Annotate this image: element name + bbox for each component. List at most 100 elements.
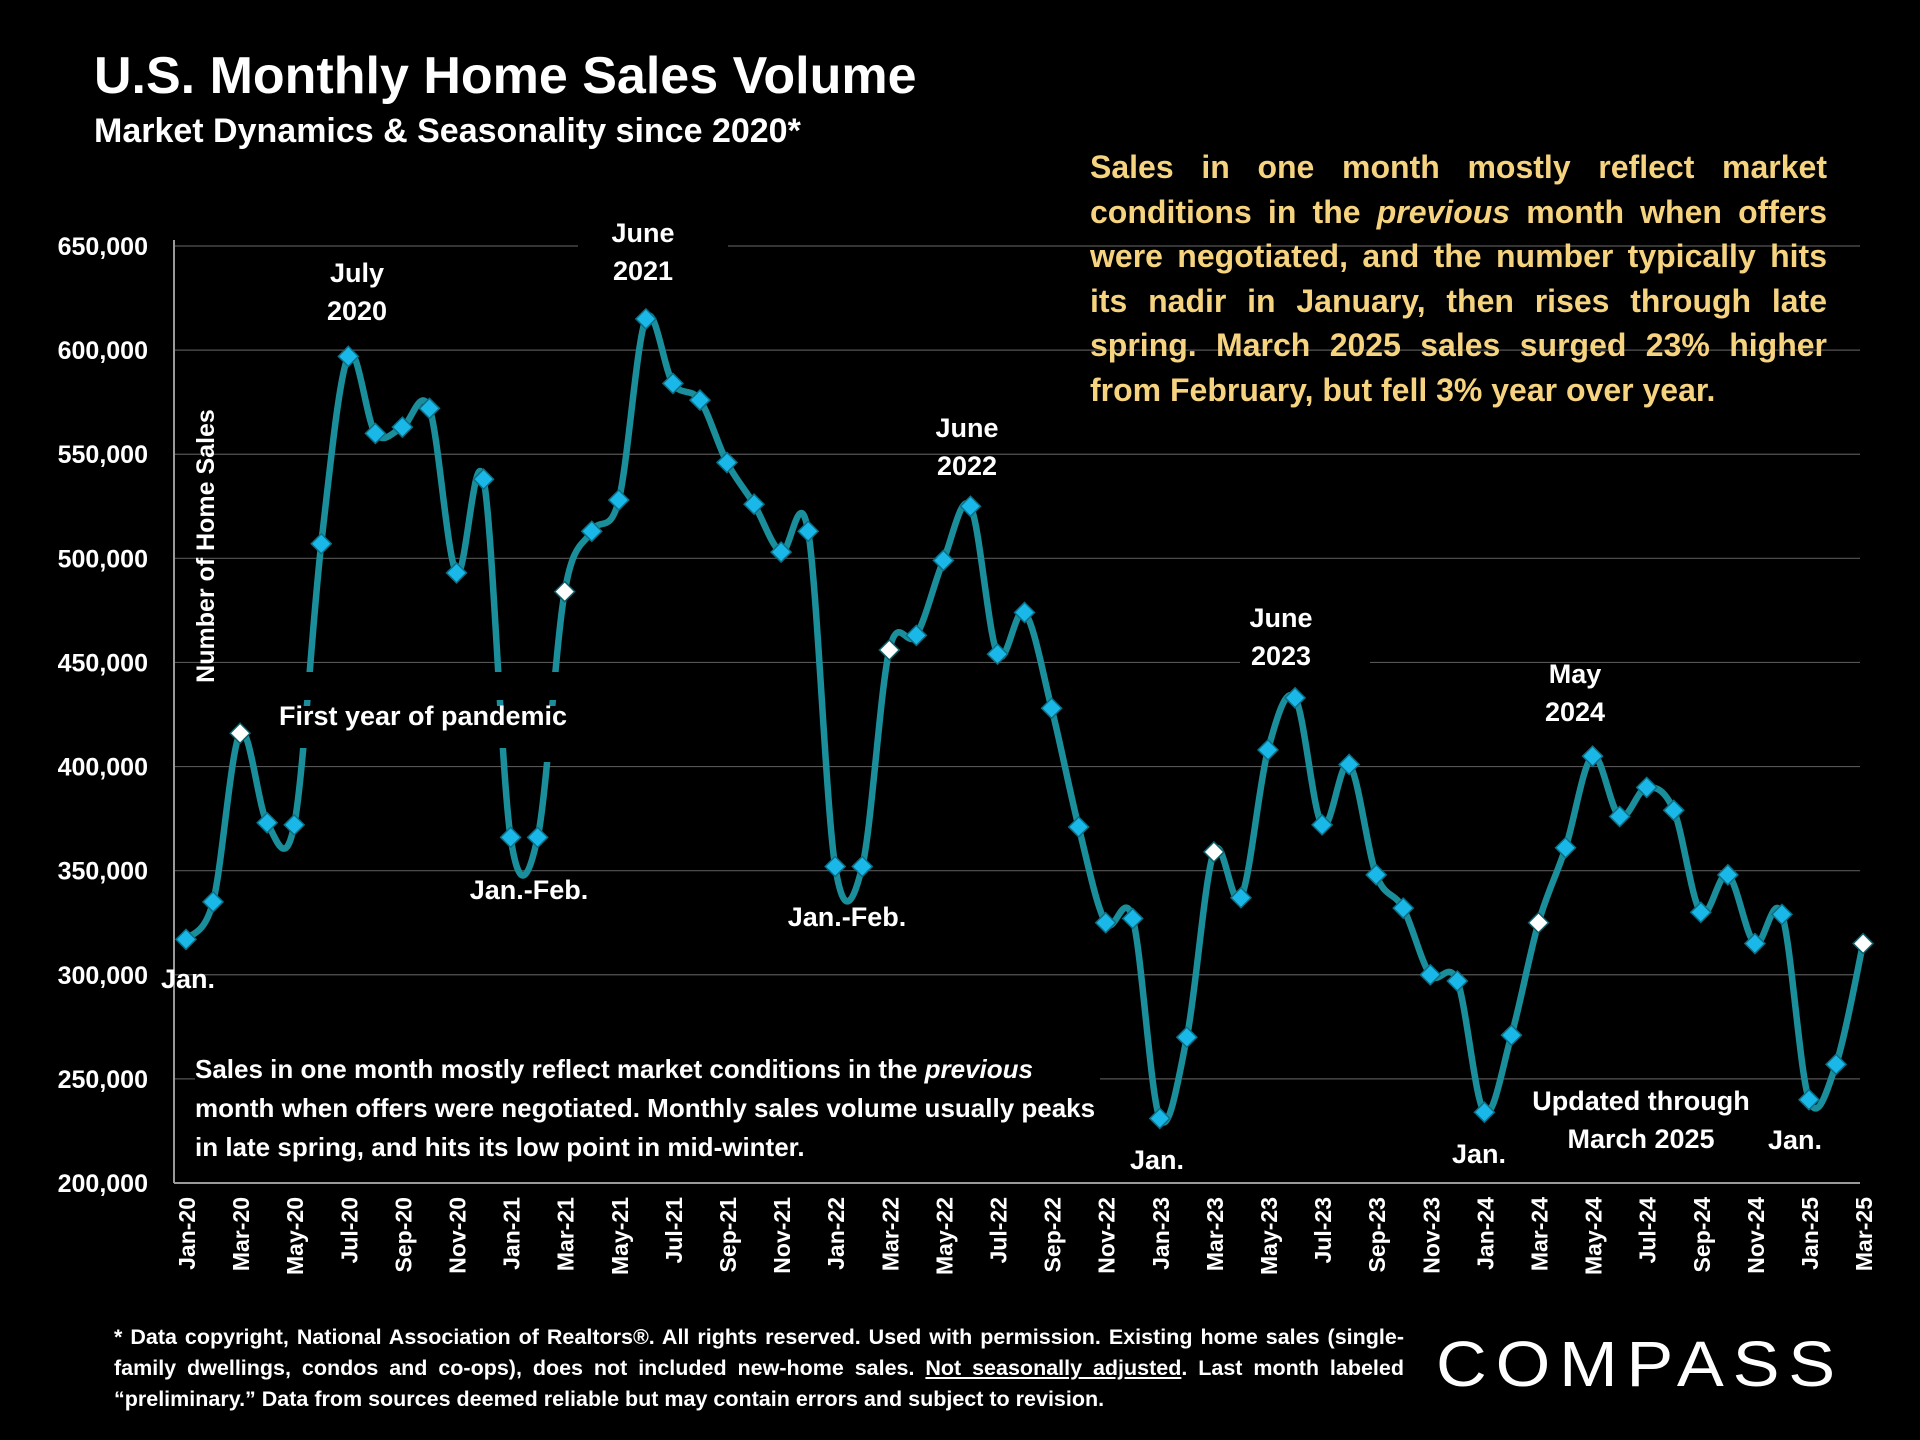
annotation-label: July [330,258,384,288]
x-tick-label: Mar-23 [1202,1197,1228,1271]
data-point [229,722,252,745]
data-point [391,416,414,439]
x-tick-label: Jul-21 [661,1197,687,1264]
data-point [174,928,198,951]
x-tick-label: Nov-21 [769,1197,795,1274]
data-point [878,638,901,662]
x-tick-label: Mar-24 [1527,1197,1553,1271]
logo-wordmark: COMPASS [1436,1328,1844,1396]
annotation-label: Jan. [1452,1139,1506,1169]
data-point [1202,840,1225,863]
x-tick-label: Nov-20 [445,1197,471,1274]
data-point [1338,753,1361,776]
x-tick-label: Mar-21 [553,1197,579,1271]
data-point [661,372,684,395]
data-point [1500,1024,1523,1047]
x-tick-label: May-21 [607,1197,633,1275]
data-point [932,549,955,572]
data-point [1527,911,1550,934]
data-point [1581,745,1604,768]
x-tick-label: Nov-22 [1094,1197,1120,1274]
label-backdrop [520,718,598,762]
explanatory-note: Sales in one month mostly reflect market… [195,1050,1100,1167]
y-tick-label: 450,000 [58,649,148,677]
data-point [1365,863,1388,886]
data-point [1067,815,1090,839]
x-tick-label: May-20 [282,1197,308,1275]
annotation-label: 2023 [1251,641,1311,671]
annotation-label: 2022 [937,451,997,481]
annotation-label: June [611,218,674,248]
y-axis-label: Number of Home Sales [192,409,220,683]
data-point [283,813,306,836]
annotation-label: May [1549,659,1602,689]
x-tick-label: Sep-20 [390,1197,416,1272]
insight-text-part: month when offers were negotiated, and t… [1090,193,1828,408]
note-text-emphasis: previous [924,1054,1033,1084]
data-point [580,520,603,543]
x-tick-label: Sep-21 [715,1197,741,1273]
x-tick-label: Jan-23 [1148,1197,1174,1270]
data-point [1121,907,1144,930]
data-point [553,580,576,603]
data-point [256,811,279,834]
footnote: * Data copyright, National Association o… [114,1322,1404,1415]
y-tick-label: 300,000 [58,962,148,990]
y-tick-label: 600,000 [58,337,148,365]
y-tick-label: 650,000 [58,233,148,261]
data-point [1797,1088,1821,1111]
data-point [1229,886,1253,909]
data-point [1175,1026,1198,1049]
data-point [1148,1107,1171,1130]
data-point [364,422,387,445]
note-text-part: month when offers were negotiated. Month… [195,1093,1096,1162]
insight-text-emphasis: previous [1376,193,1511,230]
x-tick-label: Jan-24 [1472,1197,1498,1270]
data-point [1716,863,1739,886]
data-point [526,826,549,849]
label-backdrop [262,672,602,700]
annotation-label: June [1249,603,1312,633]
x-tick-label: Mar-22 [877,1197,903,1271]
annotation-label: Jan. [1768,1125,1822,1155]
annotation-label: Jan. [161,964,215,994]
x-tick-label: May-23 [1256,1197,1282,1275]
data-point [1473,1101,1496,1124]
label-backdrop [890,457,1060,485]
y-tick-label: 250,000 [58,1066,148,1094]
x-tick-label: Jul-23 [1310,1197,1336,1263]
footnote-part: . Last month labeled “preliminary.” Data… [114,1356,1404,1411]
data-point [418,397,441,420]
data-point [1392,897,1415,920]
x-tick-label: Jan-22 [823,1197,849,1270]
y-tick-label: 400,000 [58,754,148,782]
x-tick-label: Nov-24 [1743,1197,1769,1274]
annotation-label: Jan.-Feb. [470,875,589,905]
data-point [1283,686,1307,709]
insight-text: Sales in one month mostly reflect market… [1090,145,1827,412]
annotation-label: First year of pandemic [279,701,567,731]
data-point [445,561,468,584]
data-point [797,520,820,543]
annotation-label: 2020 [327,296,387,326]
x-tick-label: May-22 [931,1197,957,1275]
annotation-label: June [935,413,998,443]
data-point [1013,601,1036,624]
data-point [770,541,793,564]
compass-logo: COMPASS [1436,1328,1844,1396]
data-point [1311,813,1334,836]
data-point [1635,776,1658,799]
data-point [905,624,928,647]
data-point [1743,932,1766,955]
label-backdrop [578,232,728,288]
data-point [1662,799,1685,822]
x-tick-label: May-24 [1581,1197,1607,1275]
data-point [1689,901,1712,924]
x-tick-label: Jan-25 [1797,1197,1823,1270]
x-tick-label: Jan-21 [499,1197,525,1270]
data-point [1419,963,1442,986]
data-point [310,532,333,555]
annotation-label: 2021 [613,256,673,286]
data-point [959,495,982,518]
data-point [715,451,739,474]
